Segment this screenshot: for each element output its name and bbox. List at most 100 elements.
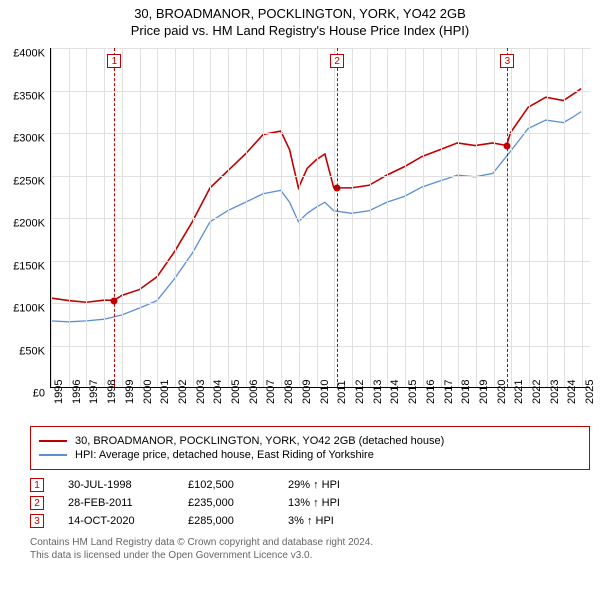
gridline-vertical [51, 48, 52, 387]
gridline-vertical [476, 48, 477, 387]
gridline-vertical [370, 48, 371, 387]
marker-line [114, 48, 115, 387]
marker-badge: 2 [330, 54, 344, 68]
y-axis-label: £400K [5, 48, 45, 59]
gridline-horizontal [51, 346, 590, 347]
gridline-horizontal [51, 48, 590, 49]
x-axis-label: 2025 [584, 380, 596, 404]
transaction-diff: 3% ↑ HPI [288, 515, 408, 527]
x-axis-label: 2021 [513, 380, 525, 404]
transactions-table: 130-JUL-1998£102,50029% ↑ HPI 228-FEB-201… [30, 478, 590, 528]
x-axis-label: 1997 [88, 380, 100, 404]
x-axis-label: 2014 [389, 380, 401, 404]
legend-item: 30, BROADMANOR, POCKLINGTON, YORK, YO42 … [39, 435, 581, 447]
x-axis-label: 2009 [301, 380, 313, 404]
y-axis-label: £350K [5, 90, 45, 101]
x-axis-label: 1996 [71, 380, 83, 404]
x-axis-label: 2004 [212, 380, 224, 404]
gridline-horizontal [51, 133, 590, 134]
x-axis-label: 1998 [106, 380, 118, 404]
gridline-vertical [299, 48, 300, 387]
transaction-date: 28-FEB-2011 [68, 497, 188, 509]
gridline-vertical [86, 48, 87, 387]
x-axis-label: 2024 [566, 380, 578, 404]
gridline-vertical [458, 48, 459, 387]
x-axis-label: 2012 [354, 380, 366, 404]
gridline-vertical [193, 48, 194, 387]
gridline-vertical [334, 48, 335, 387]
x-axis-label: 2023 [549, 380, 561, 404]
gridline-vertical [529, 48, 530, 387]
y-axis-label: £100K [5, 303, 45, 314]
gridline-vertical [317, 48, 318, 387]
gridline-vertical [228, 48, 229, 387]
footnote-line: This data is licensed under the Open Gov… [30, 549, 590, 562]
legend: 30, BROADMANOR, POCKLINGTON, YORK, YO42 … [30, 426, 590, 470]
gridline-vertical [564, 48, 565, 387]
chart-subtitle: Price paid vs. HM Land Registry's House … [0, 23, 600, 38]
transaction-diff: 13% ↑ HPI [288, 497, 408, 509]
x-axis-label: 2022 [531, 380, 543, 404]
legend-swatch [39, 440, 67, 442]
gridline-vertical [122, 48, 123, 387]
y-axis-label: £0 [5, 388, 45, 399]
transaction-diff: 29% ↑ HPI [288, 479, 408, 491]
transaction-row: 314-OCT-2020£285,0003% ↑ HPI [30, 514, 590, 528]
gridline-vertical [441, 48, 442, 387]
legend-swatch [39, 454, 67, 456]
gridline-vertical [494, 48, 495, 387]
y-axis-label: £250K [5, 175, 45, 186]
x-axis-label: 1995 [53, 380, 65, 404]
marker-dot [504, 142, 511, 149]
legend-label: HPI: Average price, detached house, East… [75, 449, 374, 461]
gridline-vertical [246, 48, 247, 387]
gridline-horizontal [51, 218, 590, 219]
x-axis-label: 2018 [460, 380, 472, 404]
y-axis-label: £300K [5, 133, 45, 144]
gridline-horizontal [51, 91, 590, 92]
marker-line [507, 48, 508, 387]
x-axis-label: 2001 [159, 380, 171, 404]
x-axis-label: 2020 [496, 380, 508, 404]
x-axis-label: 2019 [478, 380, 490, 404]
marker-line [337, 48, 338, 387]
gridline-horizontal [51, 303, 590, 304]
gridline-vertical [582, 48, 583, 387]
marker-dot [334, 185, 341, 192]
transaction-date: 14-OCT-2020 [68, 515, 188, 527]
gridline-vertical [387, 48, 388, 387]
plot-region: £0£50K£100K£150K£200K£250K£300K£350K£400… [50, 48, 590, 388]
x-axis-label: 2008 [283, 380, 295, 404]
marker-badge: 1 [107, 54, 121, 68]
transaction-price: £102,500 [188, 479, 288, 491]
gridline-vertical [352, 48, 353, 387]
marker-badge: 3 [500, 54, 514, 68]
transaction-price: £235,000 [188, 497, 288, 509]
gridline-vertical [423, 48, 424, 387]
footnote-line: Contains HM Land Registry data © Crown c… [30, 536, 590, 549]
footnote: Contains HM Land Registry data © Crown c… [30, 536, 590, 562]
x-axis-label: 2016 [425, 380, 437, 404]
transaction-row: 228-FEB-2011£235,00013% ↑ HPI [30, 496, 590, 510]
gridline-vertical [405, 48, 406, 387]
x-axis-label: 2010 [319, 380, 331, 404]
gridline-vertical [175, 48, 176, 387]
transaction-row: 130-JUL-1998£102,50029% ↑ HPI [30, 478, 590, 492]
gridline-vertical [157, 48, 158, 387]
gridline-vertical [547, 48, 548, 387]
x-axis-label: 2011 [336, 380, 348, 404]
x-axis-label: 2005 [230, 380, 242, 404]
x-axis-label: 2000 [142, 380, 154, 404]
gridline-horizontal [51, 261, 590, 262]
gridline-vertical [263, 48, 264, 387]
legend-label: 30, BROADMANOR, POCKLINGTON, YORK, YO42 … [75, 435, 444, 447]
gridline-vertical [69, 48, 70, 387]
transaction-marker: 3 [30, 514, 44, 528]
chart-area: £0£50K£100K£150K£200K£250K£300K£350K£400… [50, 48, 590, 418]
x-axis-label: 1999 [124, 380, 136, 404]
chart-header: 30, BROADMANOR, POCKLINGTON, YORK, YO42 … [0, 0, 600, 42]
chart-container: 30, BROADMANOR, POCKLINGTON, YORK, YO42 … [0, 0, 600, 562]
gridline-vertical [511, 48, 512, 387]
x-axis-label: 2006 [248, 380, 260, 404]
x-axis-label: 2017 [443, 380, 455, 404]
